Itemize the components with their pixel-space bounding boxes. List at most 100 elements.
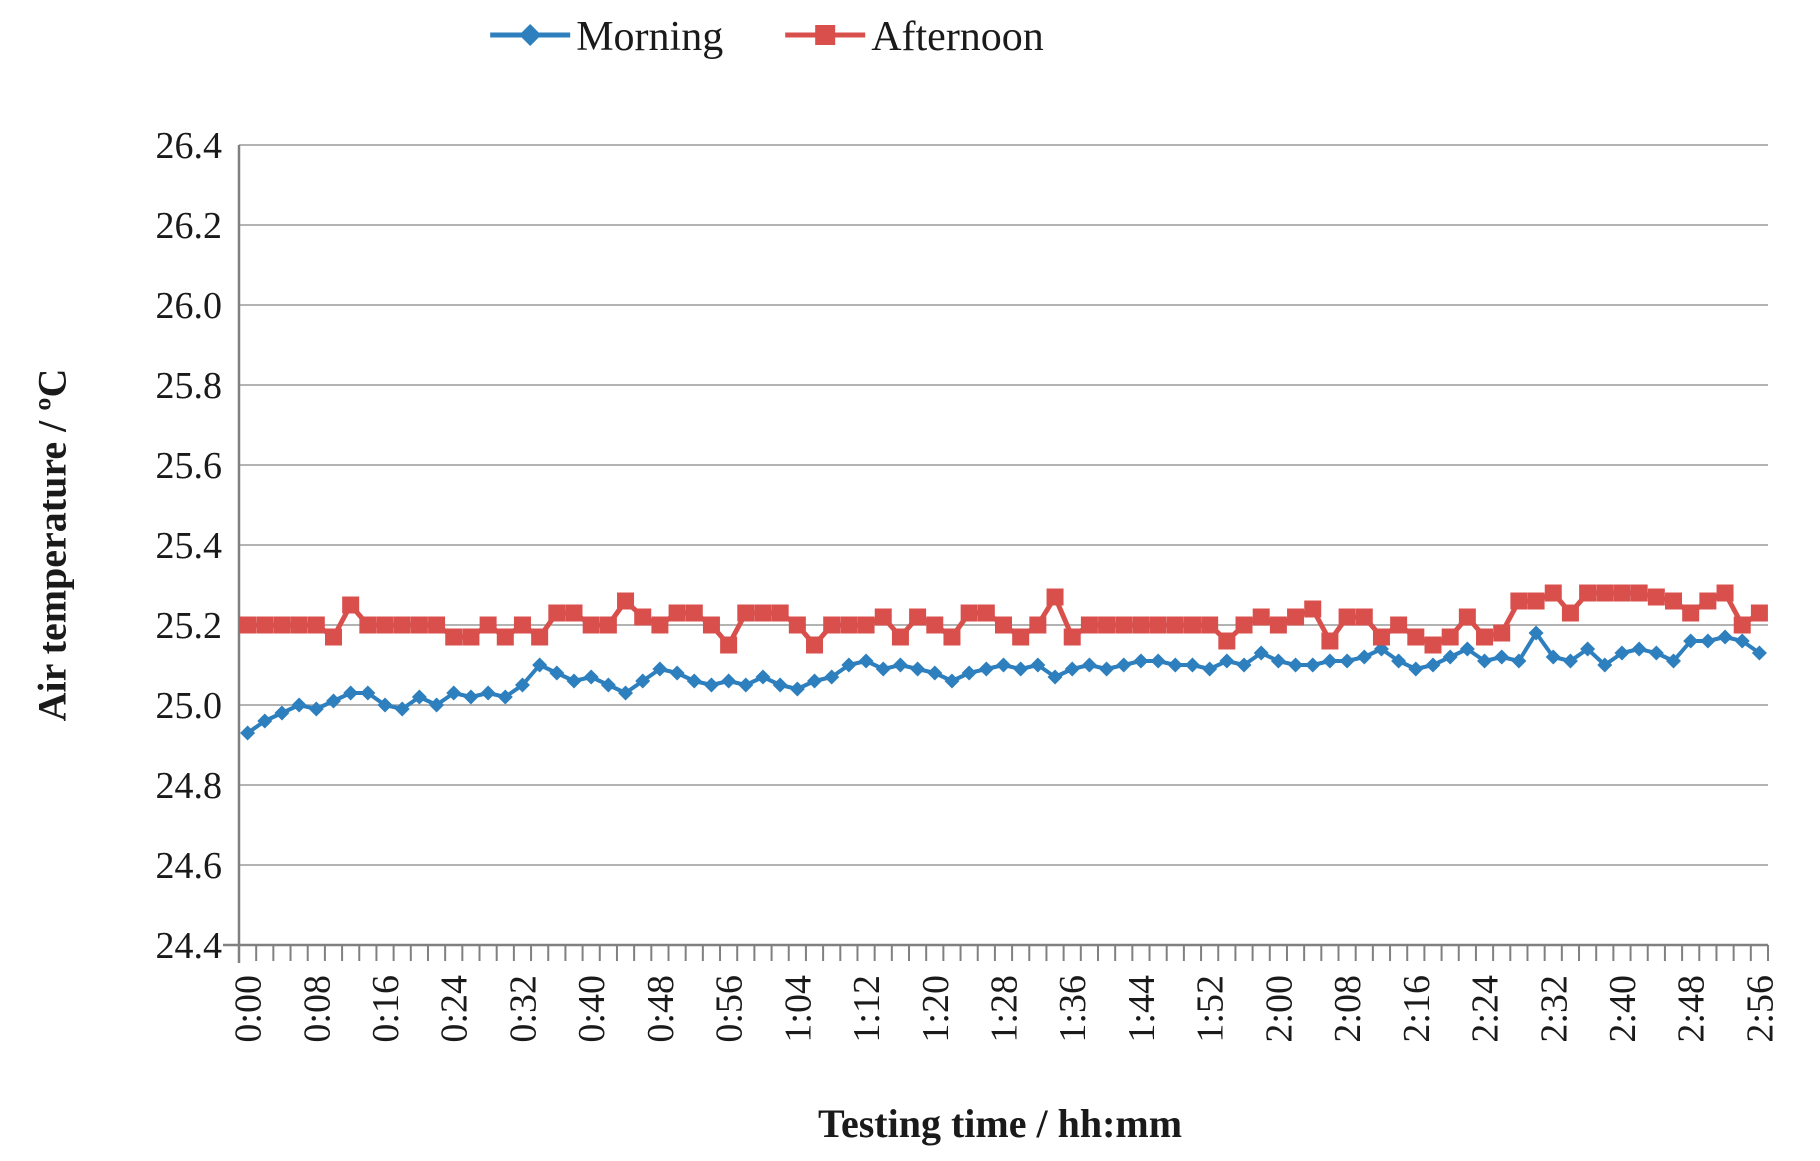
data-point-marker — [257, 713, 273, 729]
data-point-marker — [1288, 657, 1304, 673]
data-point-marker — [1579, 584, 1597, 602]
y-tick-label: 25.6 — [156, 445, 223, 487]
data-point-marker — [1665, 592, 1683, 610]
data-point-marker — [1442, 649, 1458, 665]
data-point-marker — [479, 616, 497, 634]
data-point-marker — [1545, 649, 1561, 665]
data-point-marker — [1321, 632, 1339, 650]
data-point-marker — [1270, 653, 1286, 669]
data-point-marker — [307, 616, 325, 634]
data-point-marker — [1013, 661, 1029, 677]
data-point-marker — [651, 616, 669, 634]
data-point-marker — [377, 697, 393, 713]
data-point-marker — [1305, 657, 1321, 673]
data-point-marker — [1253, 645, 1269, 661]
data-point-marker — [239, 616, 257, 634]
data-point-marker — [1184, 657, 1200, 673]
y-tick-labels: 24.4 24.6 24.8 25.0 25.2 25.4 25.6 25.8 26.0 26.2… — [156, 125, 223, 967]
data-point-marker — [325, 693, 341, 709]
data-point-marker — [720, 636, 738, 654]
x-tick-label: 2:08 — [1327, 975, 1369, 1043]
data-point-marker — [1304, 600, 1322, 618]
data-point-marker — [1338, 608, 1356, 626]
data-point-marker — [788, 616, 806, 634]
data-point-marker — [446, 685, 462, 701]
data-point-marker — [1218, 632, 1236, 650]
morning-series-icon — [486, 20, 574, 55]
data-point-marker — [359, 616, 377, 634]
data-point-marker — [995, 616, 1012, 634]
data-point-marker — [686, 673, 702, 689]
x-axis-title: Testing time / hh:mm — [817, 1101, 1183, 1146]
data-point-marker — [1561, 604, 1579, 622]
data-point-marker — [1494, 649, 1510, 665]
data-point-marker — [1408, 661, 1424, 677]
data-point-marker — [874, 608, 892, 626]
data-point-marker — [685, 604, 703, 622]
data-point-marker — [1596, 584, 1614, 602]
data-point-marker — [1236, 657, 1252, 673]
data-point-marker — [1750, 604, 1768, 622]
data-point-marker — [978, 661, 994, 677]
y-tick-label: 26.4 — [156, 125, 223, 167]
data-point-marker — [772, 677, 788, 693]
x-tick-label: 2:48 — [1671, 975, 1713, 1043]
x-tick-label: 0:08 — [296, 975, 338, 1043]
x-tick-label: 1:28 — [984, 975, 1026, 1043]
data-point-marker — [823, 616, 841, 634]
data-point-marker — [841, 657, 857, 673]
data-point-marker — [755, 669, 771, 685]
data-point-marker — [617, 592, 635, 610]
data-point-marker — [1012, 628, 1030, 646]
data-point-marker — [1562, 653, 1578, 669]
series-afternoon — [239, 584, 1768, 654]
data-point-marker — [496, 628, 514, 646]
data-point-marker — [410, 616, 428, 634]
data-point-marker — [1613, 584, 1631, 602]
data-point-marker — [1477, 653, 1493, 669]
data-point-marker — [445, 628, 463, 646]
data-point-marker — [1647, 588, 1665, 606]
data-point-marker — [290, 616, 308, 634]
data-point-marker — [1528, 625, 1544, 641]
data-point-marker — [1751, 645, 1767, 661]
legend-item-afternoon: Afternoon — [781, 16, 1044, 58]
data-point-marker — [910, 661, 926, 677]
data-point-marker — [1424, 636, 1442, 654]
data-point-marker — [240, 725, 256, 741]
x-tick-label: 2:00 — [1258, 975, 1300, 1043]
data-point-marker — [1099, 661, 1115, 677]
y-tick-label: 25.8 — [156, 365, 223, 407]
data-point-marker — [789, 681, 805, 697]
data-point-marker — [342, 596, 360, 614]
y-tick-label: 24.6 — [156, 845, 223, 887]
data-point-marker — [806, 636, 824, 654]
data-point-marker — [343, 685, 359, 701]
data-point-marker — [1029, 616, 1047, 634]
legend-label-afternoon: Afternoon — [871, 14, 1044, 60]
data-point-marker — [737, 604, 755, 622]
data-point-marker — [514, 677, 530, 693]
data-point-marker — [1390, 616, 1408, 634]
data-point-marker — [1252, 608, 1270, 626]
data-point-marker — [566, 673, 582, 689]
gridlines — [239, 144, 1768, 946]
data-point-marker — [1511, 653, 1527, 669]
data-point-marker — [548, 604, 566, 622]
data-point-marker — [1544, 584, 1562, 602]
legend: Morning Afternoon — [486, 16, 1044, 58]
data-point-marker — [702, 616, 720, 634]
data-point-marker — [291, 697, 307, 713]
data-point-marker — [909, 608, 927, 626]
x-tick-label: 1:44 — [1121, 975, 1163, 1043]
data-point-marker — [1287, 608, 1305, 626]
data-point-marker — [1115, 616, 1133, 634]
data-point-marker — [927, 665, 943, 681]
x-tick-label: 1:12 — [846, 975, 888, 1043]
data-point-marker — [1493, 624, 1511, 642]
data-point-marker — [1150, 653, 1166, 669]
data-point-marker — [1459, 641, 1475, 657]
data-point-marker — [376, 616, 394, 634]
data-point-marker — [429, 697, 445, 713]
data-point-marker — [1132, 616, 1150, 634]
